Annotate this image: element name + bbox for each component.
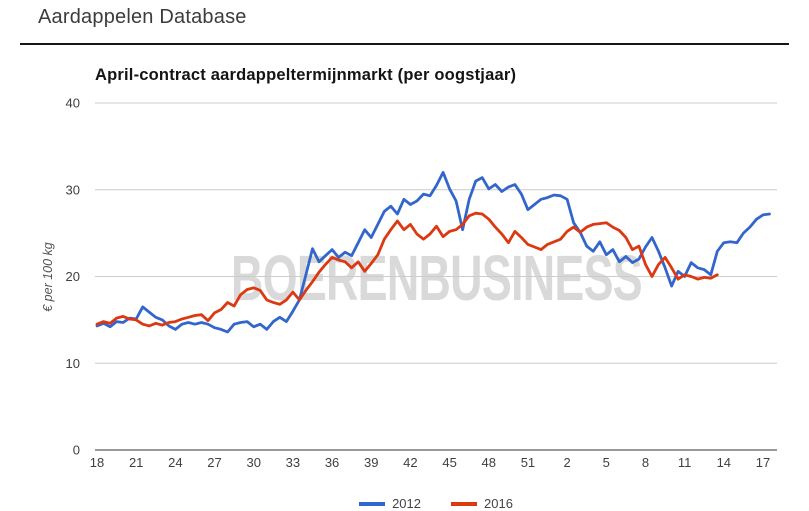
x-tick-label-42: 42 <box>403 455 417 470</box>
page-title: Aardappelen Database <box>38 6 247 28</box>
x-tick-label-30: 30 <box>246 455 260 470</box>
legend-label-2012: 2012 <box>392 496 421 511</box>
legend-item-2012[interactable]: 2012 <box>359 496 421 511</box>
x-tick-label-24: 24 <box>168 455 182 470</box>
header-divider <box>20 43 789 45</box>
y-tick-label-40: 40 <box>66 96 80 111</box>
x-tick-label-21: 21 <box>129 455 143 470</box>
x-tick-label-5: 5 <box>603 455 610 470</box>
series-line-2012[interactable] <box>95 170 771 334</box>
y-tick-label-0: 0 <box>73 443 80 458</box>
x-tick-label-45: 45 <box>442 455 456 470</box>
x-tick-label-27: 27 <box>207 455 221 470</box>
x-tick-label-48: 48 <box>482 455 496 470</box>
x-tick-label-2: 2 <box>564 455 571 470</box>
x-tick-label-14: 14 <box>717 455 731 470</box>
legend-label-2016: 2016 <box>484 496 513 511</box>
x-tick-label-18: 18 <box>90 455 104 470</box>
x-tick-label-33: 33 <box>286 455 300 470</box>
x-tick-label-51: 51 <box>521 455 535 470</box>
x-tick-label-11: 11 <box>678 455 692 470</box>
y-tick-label-30: 30 <box>66 182 80 197</box>
series-line-2016[interactable] <box>95 211 719 328</box>
plot-svg[interactable]: 0 10 20 30 40 18 21 24 27 30 33 36 39 42 45 48 51 2 5 8 11 14… <box>0 0 809 482</box>
x-tick-label-39: 39 <box>364 455 378 470</box>
legend-swatch-2012 <box>359 501 386 506</box>
y-tick-label-10: 10 <box>66 356 80 371</box>
x-tick-label-36: 36 <box>325 455 339 470</box>
y-tick-label-20: 20 <box>66 269 80 284</box>
x-tick-label-17: 17 <box>756 455 770 470</box>
legend: 2012 2016 <box>95 496 777 511</box>
chart-title: April-contract aardappeltermijnmarkt (pe… <box>95 66 517 84</box>
legend-swatch-2016 <box>451 501 477 506</box>
x-tick-label-8: 8 <box>642 455 649 470</box>
legend-item-2016[interactable]: 2016 <box>451 496 513 511</box>
